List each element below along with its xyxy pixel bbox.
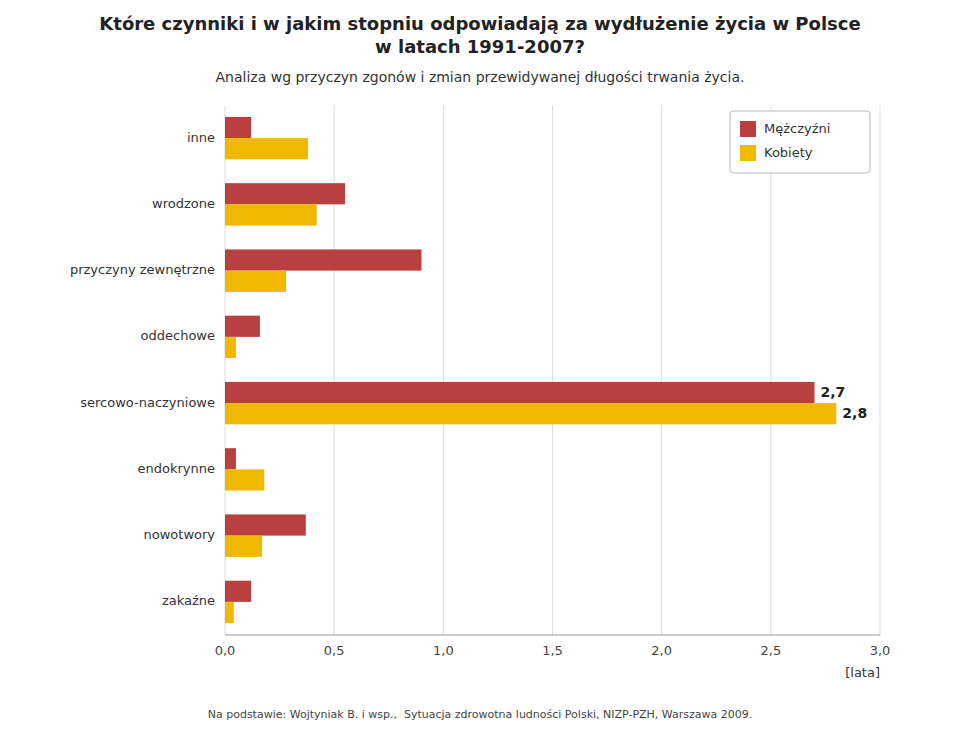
x-tick-label: 3,0 (870, 643, 891, 658)
bar (225, 448, 236, 469)
legend: Mężczyźni Kobiety (730, 111, 870, 173)
bar (225, 403, 836, 424)
legend-label: Mężczyźni (764, 121, 830, 136)
bar (225, 117, 251, 138)
legend-box (730, 111, 870, 173)
data-labels: 2,72,8 (821, 384, 868, 421)
bar (225, 138, 308, 159)
y-tick-label: endokrynne (138, 461, 216, 476)
bar (225, 382, 815, 403)
data-label: 2,8 (842, 405, 867, 421)
bar (225, 249, 422, 270)
x-tick-label: 2,5 (760, 643, 781, 658)
grid-line (661, 105, 662, 635)
background (0, 0, 960, 730)
bar (225, 337, 236, 358)
grid-line (770, 105, 771, 635)
x-tick-label: 1,5 (542, 643, 563, 658)
x-axis (225, 635, 880, 636)
chart: Które czynniki i w jakim stopniu odpowia… (0, 0, 960, 730)
y-tick-label: sercowo-naczyniowe (80, 395, 215, 410)
bar (225, 514, 306, 535)
y-tick-label: przyczyny zewnętrzne (70, 262, 215, 277)
grid-line (443, 105, 444, 635)
legend-swatch (740, 121, 756, 137)
x-tick-label: 1,0 (433, 643, 454, 658)
y-tick-label: oddechowe (141, 328, 215, 343)
y-tick-label: inne (187, 130, 215, 145)
data-label: 2,7 (821, 384, 846, 400)
x-tick-label: 0,5 (324, 643, 345, 658)
y-tick-label: zakaźne (162, 593, 215, 608)
y-tick-label: wrodzone (152, 196, 215, 211)
bar (225, 469, 264, 490)
x-tick-label: 0,0 (215, 643, 236, 658)
x-tick-label: 2,0 (651, 643, 672, 658)
grid-line (880, 105, 881, 635)
title: w latach 1991-2007? (375, 36, 585, 57)
bar (225, 536, 262, 557)
bar (225, 183, 345, 204)
y-tick-label: nowotwory (144, 527, 216, 542)
legend-swatch (740, 145, 756, 161)
x-axis-label: [lata] (845, 665, 880, 680)
legend-label: Kobiety (764, 145, 813, 160)
title: Które czynniki i w jakim stopniu odpowia… (99, 13, 860, 34)
bar (225, 271, 286, 292)
grid-line (552, 105, 553, 635)
bar (225, 602, 234, 623)
subtitle: Analiza wg przyczyn zgonów i zmian przew… (216, 69, 745, 85)
bar (225, 204, 317, 225)
bars (225, 117, 836, 623)
footnote: Na podstawie: Wojtyniak B. i wsp., Sytua… (208, 708, 753, 721)
bar (225, 316, 260, 337)
bar (225, 581, 251, 602)
grid (225, 105, 880, 635)
